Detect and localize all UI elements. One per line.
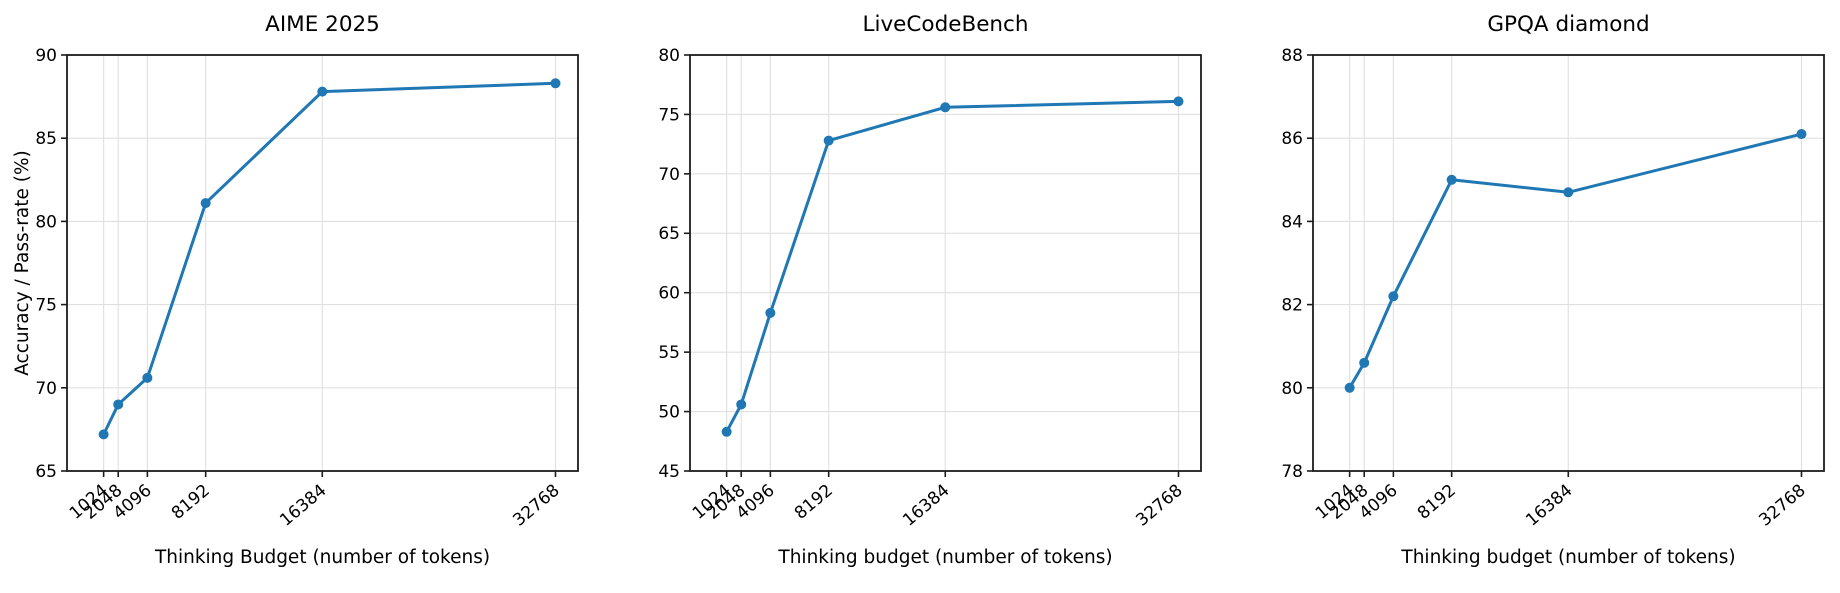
grid-livecodebench	[690, 54, 1201, 472]
spines-livecodebench	[689, 54, 1202, 472]
data-point-gpqa-diamond	[1446, 174, 1457, 185]
y-axis-label: Accuracy / Pass-rate (%)	[12, 150, 33, 376]
x-tick-label: 16384	[899, 481, 953, 531]
y-tick-label: 88	[1281, 46, 1303, 66]
plot-title-gpqa-diamond: GPQA diamond	[1487, 12, 1650, 37]
x-tick-label: 8192	[168, 481, 214, 524]
data-point-livecodebench	[721, 426, 732, 437]
y-tick-label: 55	[658, 343, 680, 363]
data-point-aime-2025	[550, 78, 561, 89]
y-tick-label: 85	[35, 129, 57, 149]
y-tick-label: 50	[658, 403, 680, 423]
series-line-livecodebench	[725, 99, 1180, 434]
ticks-livecodebench	[684, 54, 1180, 477]
data-point-livecodebench	[940, 102, 951, 113]
x-tick-label: 16384	[276, 481, 330, 531]
x-tick-label: 8192	[1414, 481, 1460, 524]
y-tick-label: 86	[1281, 129, 1303, 149]
y-tick-label: 80	[35, 212, 57, 232]
data-point-aime-2025	[98, 429, 109, 440]
ticks-aime-2025	[61, 54, 557, 477]
y-tick-label: 70	[35, 379, 57, 399]
data-point-livecodebench	[1173, 96, 1184, 107]
y-tick-label: 80	[658, 46, 680, 66]
data-point-gpqa-diamond	[1796, 129, 1807, 140]
grid-aime-2025	[67, 54, 578, 472]
data-point-livecodebench	[765, 307, 776, 318]
plot-title-livecodebench: LiveCodeBench	[862, 12, 1029, 37]
plot-title-aime-2025: AIME 2025	[265, 12, 380, 37]
x-tick-label: 8192	[791, 481, 837, 524]
y-tick-label: 82	[1281, 296, 1303, 316]
series-line-gpqa-diamond	[1348, 132, 1803, 390]
y-tick-label: 60	[658, 284, 680, 304]
y-tick-label: 75	[35, 296, 57, 316]
x-tick-label: 32768	[1755, 481, 1809, 531]
y-tick-label: 90	[35, 46, 57, 66]
x-axis-label-gpqa-diamond: Thinking budget (number of tokens)	[1401, 547, 1736, 568]
y-tick-label: 80	[1281, 379, 1303, 399]
data-point-aime-2025	[113, 399, 124, 410]
y-tick-label: 84	[1281, 212, 1303, 232]
data-point-livecodebench	[736, 399, 747, 410]
data-point-gpqa-diamond	[1388, 291, 1399, 302]
spines-aime-2025	[66, 54, 579, 472]
x-axis-label-livecodebench: Thinking budget (number of tokens)	[778, 547, 1113, 568]
spines-gpqa-diamond	[1312, 54, 1825, 472]
x-tick-label: 16384	[1522, 481, 1576, 531]
data-point-gpqa-diamond	[1563, 187, 1574, 198]
series-line-aime-2025	[102, 81, 557, 436]
x-tick-label: 32768	[509, 481, 563, 531]
y-tick-label: 65	[35, 462, 57, 482]
data-point-aime-2025	[142, 372, 153, 383]
data-point-livecodebench	[823, 135, 834, 146]
y-tick-label: 65	[658, 224, 680, 244]
data-point-gpqa-diamond	[1344, 382, 1355, 393]
y-tick-label: 75	[658, 105, 680, 125]
x-axis-label-aime-2025: Thinking Budget (number of tokens)	[154, 547, 491, 568]
y-tick-label: 78	[1281, 462, 1303, 482]
y-tick-label: 70	[658, 165, 680, 185]
ticks-gpqa-diamond	[1307, 54, 1803, 477]
data-point-gpqa-diamond	[1359, 357, 1370, 368]
x-tick-label: 32768	[1132, 481, 1186, 531]
y-tick-label: 45	[658, 462, 680, 482]
grid-gpqa-diamond	[1313, 54, 1824, 472]
data-point-aime-2025	[317, 86, 328, 97]
data-point-aime-2025	[200, 198, 211, 209]
